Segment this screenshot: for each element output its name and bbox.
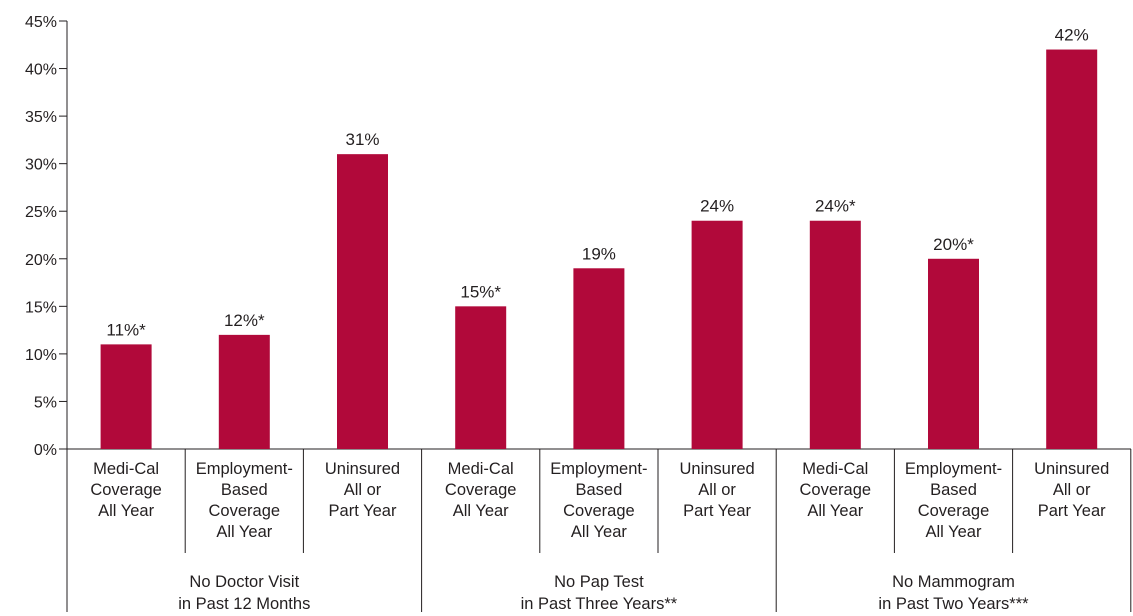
category-label: All Year: [216, 523, 272, 541]
y-tick-label: 40%: [25, 62, 57, 79]
y-tick-label: 20%: [25, 252, 57, 269]
category-label: All Year: [453, 502, 509, 520]
y-tick-label: 10%: [25, 347, 57, 364]
category-label: Coverage: [209, 502, 281, 520]
bar: [928, 258, 979, 449]
data-label: 42%: [1055, 26, 1089, 45]
category-label: Employment-: [196, 460, 293, 478]
y-tick-label: 30%: [25, 157, 57, 174]
category-label: Employment-: [550, 460, 647, 478]
group-label: in Past Three Years**: [521, 595, 678, 613]
bar: [455, 306, 507, 449]
category-label: Part Year: [683, 502, 751, 520]
data-label: 24%*: [815, 197, 856, 216]
category-label: Uninsured: [1034, 460, 1109, 478]
y-tick-label: 5%: [34, 394, 57, 411]
category-label: All or: [1053, 481, 1091, 499]
category-label: All or: [698, 481, 736, 499]
group-label: No Doctor Visit: [189, 573, 299, 591]
data-label: 19%: [582, 244, 616, 263]
bar: [218, 334, 270, 449]
bar: [573, 268, 625, 449]
category-label: All or: [344, 481, 382, 499]
category-label: Employment-: [905, 460, 1002, 478]
category-label: Based: [221, 481, 268, 499]
y-tick-label: 35%: [25, 109, 57, 126]
data-label: 20%*: [933, 235, 974, 254]
group-label: in Past Two Years***: [878, 595, 1029, 613]
category-label: Medi-Cal: [93, 460, 159, 478]
data-label: 15%*: [460, 282, 501, 301]
data-label: 12%*: [224, 311, 265, 330]
category-label: All Year: [926, 523, 982, 541]
category-label: All Year: [98, 502, 154, 520]
category-label: Uninsured: [325, 460, 400, 478]
y-tick-label: 25%: [25, 204, 57, 221]
bar: [691, 220, 743, 449]
category-label: Based: [576, 481, 623, 499]
category-label: Part Year: [1038, 502, 1106, 520]
category-label: Coverage: [918, 502, 990, 520]
group-label: in Past 12 Months: [178, 595, 310, 613]
category-label: All Year: [571, 523, 627, 541]
category-label: Coverage: [90, 481, 162, 499]
bar: [809, 220, 861, 449]
category-label: Coverage: [800, 481, 872, 499]
bar: [100, 344, 152, 449]
category-label: Uninsured: [679, 460, 754, 478]
data-label: 24%: [700, 197, 734, 216]
category-label: Based: [930, 481, 977, 499]
data-label: 31%: [345, 130, 379, 149]
bar: [1046, 49, 1098, 450]
category-label: Part Year: [329, 502, 397, 520]
y-tick-label: 45%: [25, 14, 57, 31]
y-tick-label: 15%: [25, 299, 57, 316]
category-label: Coverage: [563, 502, 635, 520]
bar: [337, 154, 388, 449]
y-tick-label: 0%: [34, 442, 57, 459]
category-label: Medi-Cal: [802, 460, 868, 478]
category-label: All Year: [807, 502, 863, 520]
category-label: Coverage: [445, 481, 517, 499]
group-label: No Mammogram: [892, 573, 1015, 591]
group-label: No Pap Test: [554, 573, 644, 591]
data-label: 11%*: [106, 320, 146, 339]
category-label: Medi-Cal: [448, 460, 514, 478]
